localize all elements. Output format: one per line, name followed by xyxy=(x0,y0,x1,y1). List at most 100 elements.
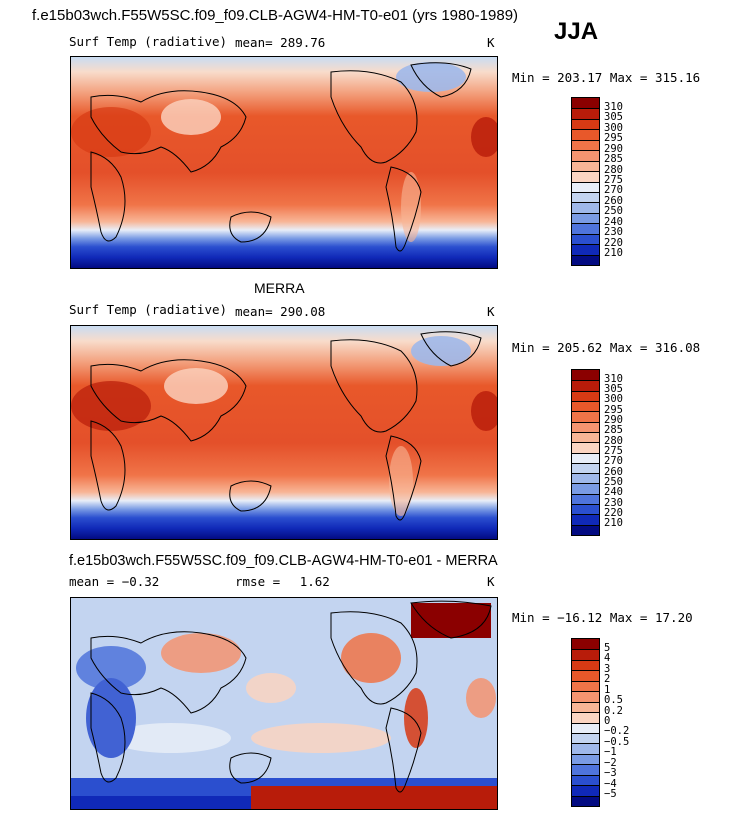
colorbar-swatch xyxy=(572,452,599,463)
colorbar-tick-label: 1 xyxy=(604,683,611,696)
colorbar-tick-label: 275 xyxy=(604,174,623,186)
colorbar-swatch xyxy=(572,493,599,505)
panel1-units: K xyxy=(487,35,495,50)
colorbar-tick-label: 4 xyxy=(604,652,611,665)
colorbar-tick-label: −0.5 xyxy=(604,735,630,748)
colorbar-swatch xyxy=(572,370,599,381)
colorbar-tick-label: 260 xyxy=(604,194,623,207)
panel3-rmse-value: 1.62 xyxy=(299,574,330,589)
colorbar-tick-label: 0 xyxy=(604,715,611,727)
panel2-units: K xyxy=(487,304,495,319)
colorbar-tick-label: 2 xyxy=(604,673,611,686)
panel2-colorbar xyxy=(571,369,600,536)
panel2-map-svg xyxy=(71,326,497,539)
colorbar-swatch xyxy=(572,160,599,172)
panel2-mean-label: mean= xyxy=(235,304,273,319)
colorbar-swatch xyxy=(572,442,599,453)
panel3-rmse-label: rmse = xyxy=(235,574,281,589)
colorbar-swatch xyxy=(572,639,599,650)
colorbar-swatch xyxy=(572,139,599,151)
panel3-mean-label: mean = xyxy=(69,574,115,589)
colorbar-tick-label: 275 xyxy=(604,445,623,457)
colorbar-tick-label: 220 xyxy=(604,236,623,249)
panel1-map-svg xyxy=(71,57,497,268)
panel1-variable: Surf Temp (radiative) xyxy=(69,34,228,49)
panel1-map xyxy=(70,56,498,269)
colorbar-tick-label: 250 xyxy=(604,475,623,488)
colorbar-swatch xyxy=(572,670,599,681)
panel3-rmse: rmse = 1.62 xyxy=(235,574,330,589)
panel3-title: f.e15b03wch.F55W5SC.f09_f09.CLB-AGW4-HM-… xyxy=(69,553,498,569)
colorbar-tick-label: 295 xyxy=(604,132,623,145)
colorbar-tick-label: 285 xyxy=(604,153,623,166)
panel2-map xyxy=(70,325,498,540)
colorbar-tick-label: 3 xyxy=(604,662,611,675)
colorbar-tick-label: 210 xyxy=(604,517,623,530)
colorbar-tick-label: 270 xyxy=(604,184,623,197)
colorbar-swatch xyxy=(572,680,599,692)
colorbar-swatch xyxy=(572,98,599,109)
colorbar-swatch xyxy=(572,753,599,765)
colorbar-tick-label: 280 xyxy=(604,163,623,176)
colorbar-tick-label: 0.2 xyxy=(604,704,623,717)
panel2-mean: mean= 290.08 xyxy=(235,304,325,319)
colorbar-swatch xyxy=(572,411,599,422)
colorbar-swatch xyxy=(572,202,599,213)
panel2-variable: Surf Temp (radiative) xyxy=(69,302,228,317)
colorbar-swatch xyxy=(572,514,599,525)
colorbar-tick-label: 250 xyxy=(604,205,623,218)
colorbar-swatch xyxy=(572,118,599,130)
colorbar-swatch xyxy=(572,504,599,515)
colorbar-swatch xyxy=(572,785,599,796)
colorbar-swatch xyxy=(572,722,599,733)
colorbar-tick-label: 210 xyxy=(604,247,623,260)
panel3-colorbar xyxy=(571,638,600,807)
colorbar-swatch xyxy=(572,191,599,203)
colorbar-swatch xyxy=(572,524,599,535)
colorbar-swatch xyxy=(572,774,599,786)
colorbar-tick-label: 300 xyxy=(604,393,623,406)
colorbar-tick-label: 220 xyxy=(604,506,623,519)
colorbar-swatch xyxy=(572,150,599,161)
panel3-map xyxy=(70,597,498,810)
colorbar-tick-label: −4 xyxy=(604,777,617,790)
panel3-mean: mean = −0.32 xyxy=(69,574,159,589)
colorbar-swatch xyxy=(572,712,599,723)
colorbar-swatch xyxy=(572,233,599,245)
colorbar-tick-label: 270 xyxy=(604,455,623,468)
colorbar-swatch xyxy=(572,483,599,494)
colorbar-tick-label: 305 xyxy=(604,383,623,396)
colorbar-swatch xyxy=(572,400,599,412)
season-label: JJA xyxy=(554,18,599,45)
colorbar-swatch xyxy=(572,691,599,702)
panel1-mean: mean= 289.76 xyxy=(235,35,325,50)
colorbar-swatch xyxy=(572,649,599,660)
panel1-mean-value: 289.76 xyxy=(280,35,326,50)
colorbar-swatch xyxy=(572,795,599,806)
colorbar-tick-label: −5 xyxy=(604,788,617,801)
colorbar-tick-label: −0.2 xyxy=(604,725,630,738)
panel3-units: K xyxy=(487,574,495,589)
colorbar-tick-label: 305 xyxy=(604,111,623,124)
colorbar-tick-label: 300 xyxy=(604,121,623,134)
colorbar-swatch xyxy=(572,244,599,255)
colorbar-tick-label: 0.5 xyxy=(604,694,623,707)
colorbar-tick-label: 240 xyxy=(604,215,623,228)
colorbar-swatch xyxy=(572,254,599,265)
colorbar-swatch xyxy=(572,764,599,775)
colorbar-tick-label: 260 xyxy=(604,465,623,478)
colorbar-swatch xyxy=(572,212,599,224)
panel1-mean-label: mean= xyxy=(235,35,273,50)
panel1-minmax: Min = 203.17 Max = 315.16 xyxy=(512,70,701,85)
colorbar-swatch xyxy=(572,743,599,754)
colorbar-swatch xyxy=(572,223,599,234)
colorbar-swatch xyxy=(572,181,599,192)
colorbar-tick-label: 285 xyxy=(604,424,623,437)
colorbar-tick-label: 295 xyxy=(604,403,623,416)
colorbar-tick-label: 5 xyxy=(604,641,611,654)
figure-title: f.e15b03wch.F55W5SC.f09_f09.CLB-AGW4-HM-… xyxy=(32,7,519,24)
colorbar-swatch xyxy=(572,732,599,744)
panel3-map-svg xyxy=(71,598,497,809)
colorbar-tick-label: 310 xyxy=(604,372,623,385)
colorbar-tick-label: −1 xyxy=(604,746,617,759)
